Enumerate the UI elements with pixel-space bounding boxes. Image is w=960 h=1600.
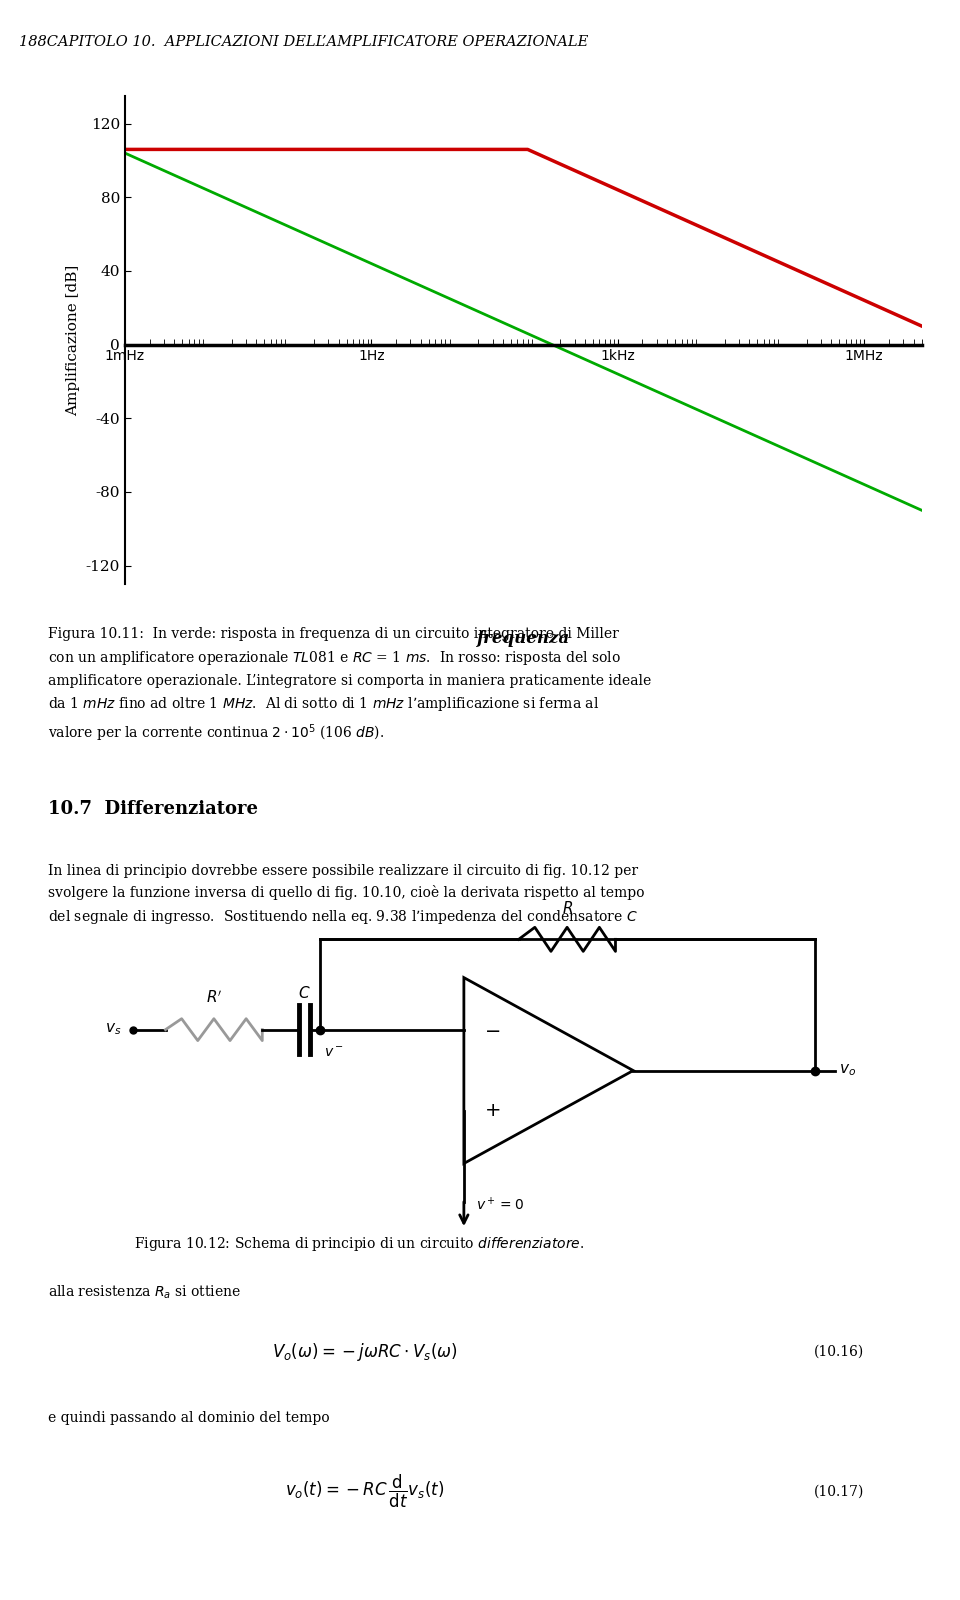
- Text: 10.7  Differenziatore: 10.7 Differenziatore: [48, 800, 258, 818]
- Text: In linea di principio dovrebbe essere possibile realizzare il circuito di fig. 1: In linea di principio dovrebbe essere po…: [48, 864, 644, 926]
- Text: 188CAPITOLO 10.  APPLICAZIONI DELL’AMPLIFICATORE OPERAZIONALE: 188CAPITOLO 10. APPLICAZIONI DELL’AMPLIF…: [19, 35, 588, 50]
- Text: $R'$: $R'$: [205, 990, 222, 1006]
- Text: alla resistenza $R_a$ si ottiene: alla resistenza $R_a$ si ottiene: [48, 1283, 241, 1301]
- Text: e quindi passando al dominio del tempo: e quindi passando al dominio del tempo: [48, 1411, 329, 1426]
- Text: $v_o(t) = -RC\,\dfrac{\mathrm{d}}{\mathrm{d}t}v_s(t)$: $v_o(t) = -RC\,\dfrac{\mathrm{d}}{\mathr…: [285, 1472, 444, 1510]
- Text: $v_o$: $v_o$: [839, 1062, 856, 1078]
- Text: Figura 10.12: Schema di principio di un circuito $differenziatore$.: Figura 10.12: Schema di principio di un …: [134, 1235, 585, 1253]
- Text: (10.16): (10.16): [814, 1346, 864, 1358]
- Text: $-$: $-$: [484, 1021, 500, 1038]
- Text: frequenza: frequenza: [476, 629, 570, 646]
- Text: $v^-$: $v^-$: [324, 1046, 344, 1061]
- Text: $C$: $C$: [298, 986, 310, 1002]
- Text: Figura 10.11:  In verde: risposta in frequenza di un circuito integratore di Mil: Figura 10.11: In verde: risposta in freq…: [48, 627, 651, 744]
- Text: $R$: $R$: [562, 901, 573, 917]
- Text: $v^+=0$: $v^+=0$: [476, 1195, 524, 1213]
- Text: (10.17): (10.17): [814, 1485, 864, 1498]
- Y-axis label: Amplificazione [dB]: Amplificazione [dB]: [66, 264, 80, 416]
- Text: $+$: $+$: [484, 1102, 500, 1120]
- Text: $V_o(\omega) = -j\omega RC \cdot V_s(\omega)$: $V_o(\omega) = -j\omega RC \cdot V_s(\om…: [272, 1341, 458, 1363]
- Text: $v_s$: $v_s$: [105, 1022, 121, 1037]
